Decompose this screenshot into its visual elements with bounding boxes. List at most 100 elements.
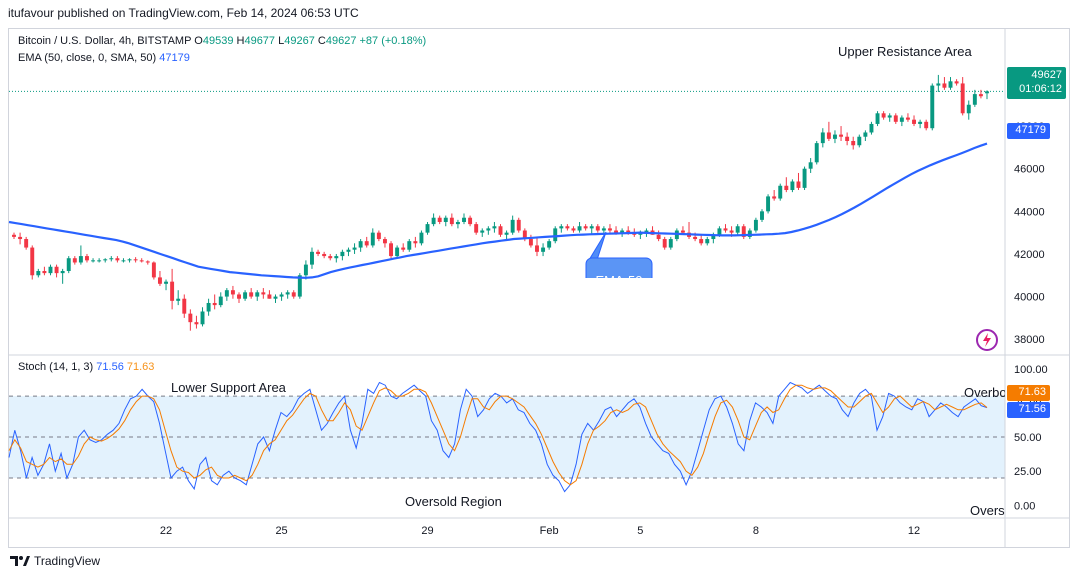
ema-line xyxy=(8,142,988,279)
candle-body xyxy=(115,258,120,261)
ema-layer xyxy=(8,142,988,279)
candle-body xyxy=(492,226,497,229)
candle-body xyxy=(230,290,235,295)
candle-body xyxy=(869,123,874,133)
candle-body xyxy=(170,281,175,301)
candle-body xyxy=(66,258,71,272)
candle-body xyxy=(97,260,102,262)
candle-body xyxy=(151,262,156,278)
candle-body xyxy=(985,91,989,94)
candle-body xyxy=(553,228,558,242)
candle-body xyxy=(206,302,211,312)
candle-body xyxy=(352,247,357,250)
price-legend: Bitcoin / U.S. Dollar, 4h, BITSTAMP O495… xyxy=(18,35,426,47)
candle-body xyxy=(127,259,132,261)
candle-body xyxy=(237,294,241,299)
candle-body xyxy=(358,241,363,248)
last-price-tag: 49627 01:06:12 xyxy=(1007,67,1066,99)
candle-body xyxy=(662,239,667,248)
candle-body xyxy=(826,132,831,139)
candle-body xyxy=(699,239,704,244)
candle-body xyxy=(607,228,612,231)
candle-body xyxy=(60,271,65,274)
candle-body xyxy=(182,298,187,314)
candle-body xyxy=(784,185,789,191)
lightning-icon[interactable] xyxy=(974,327,1000,353)
candle-body xyxy=(820,132,825,144)
upper-resistance-annotation: Upper Resistance Area xyxy=(838,44,972,59)
candle-body xyxy=(498,226,503,235)
candle-body xyxy=(273,296,278,299)
price-tick-label: 40000 xyxy=(1014,292,1045,304)
price-tick-label: 42000 xyxy=(1014,249,1045,261)
candle-body xyxy=(528,239,533,246)
candle-body xyxy=(121,260,126,262)
time-tick-label: 29 xyxy=(421,525,433,537)
candle-body xyxy=(443,217,448,222)
candle-body xyxy=(711,234,716,240)
candle-body xyxy=(857,136,862,146)
stoch-band-layer xyxy=(9,395,1005,479)
candle-body xyxy=(705,239,710,244)
candle-body xyxy=(760,211,764,220)
candle-body xyxy=(808,162,813,169)
candle-body xyxy=(291,292,296,297)
candle-body xyxy=(91,260,96,262)
candle-body xyxy=(717,228,722,235)
candle-body xyxy=(960,83,965,114)
candle-body xyxy=(109,258,114,260)
ema-price-tag: 47179 xyxy=(1007,123,1050,139)
stoch-d-tag: 71.63 xyxy=(1007,385,1050,401)
candle-body xyxy=(772,196,777,199)
candle-body xyxy=(376,232,381,240)
bar-countdown: 01:06:12 xyxy=(1019,83,1062,95)
chart-frame[interactable] xyxy=(8,28,1070,548)
candle-body xyxy=(480,230,485,233)
stoch-tick-label: 50.00 xyxy=(1014,432,1042,444)
ema-callout xyxy=(585,231,653,278)
candle-body xyxy=(133,259,138,261)
ema-value: 47179 xyxy=(159,52,190,64)
stoch-label: Stoch (14, 1, 3) xyxy=(18,361,94,373)
candle-body xyxy=(12,234,16,237)
candle-body xyxy=(571,228,576,231)
candle-body xyxy=(614,230,619,233)
candle-body xyxy=(912,119,916,124)
stoch-layer xyxy=(8,381,988,493)
candle-body xyxy=(893,115,898,122)
stoch-legend: Stoch (14, 1, 3) 71.56 71.63 xyxy=(18,361,154,373)
candle-body xyxy=(735,226,740,233)
candle-body xyxy=(164,281,168,284)
candle-body xyxy=(577,226,582,231)
time-tick-label: 22 xyxy=(160,525,172,537)
candle-body xyxy=(930,85,935,129)
candle-body xyxy=(297,275,302,297)
ema-label: EMA (50, close, 0, SMA, 50) xyxy=(18,52,157,64)
candle-body xyxy=(978,94,983,97)
brand-label[interactable]: TradingView xyxy=(34,554,101,568)
candle-body xyxy=(322,253,327,257)
footer: TradingView xyxy=(10,554,100,568)
candle-body xyxy=(419,232,424,244)
candle-body xyxy=(200,311,205,325)
candle-body xyxy=(346,249,351,252)
candle-body xyxy=(723,228,728,231)
candle-body xyxy=(924,121,929,129)
candle-body xyxy=(243,292,248,299)
candle-body xyxy=(176,298,181,301)
candle-body xyxy=(48,266,53,274)
candle-body xyxy=(729,230,734,233)
candle-body xyxy=(753,219,758,231)
candle-body xyxy=(905,117,910,120)
candle-body xyxy=(407,241,412,250)
candle-body xyxy=(24,239,29,248)
lower-support-annotation: Lower Support Area xyxy=(171,380,286,395)
candle-body xyxy=(875,113,880,124)
candle-body xyxy=(918,121,923,124)
candle-body xyxy=(413,241,418,244)
candle-body xyxy=(218,296,223,306)
stoch-tick-label: 25.00 xyxy=(1014,466,1042,478)
candle-body xyxy=(474,224,479,233)
candle-body xyxy=(741,226,746,237)
